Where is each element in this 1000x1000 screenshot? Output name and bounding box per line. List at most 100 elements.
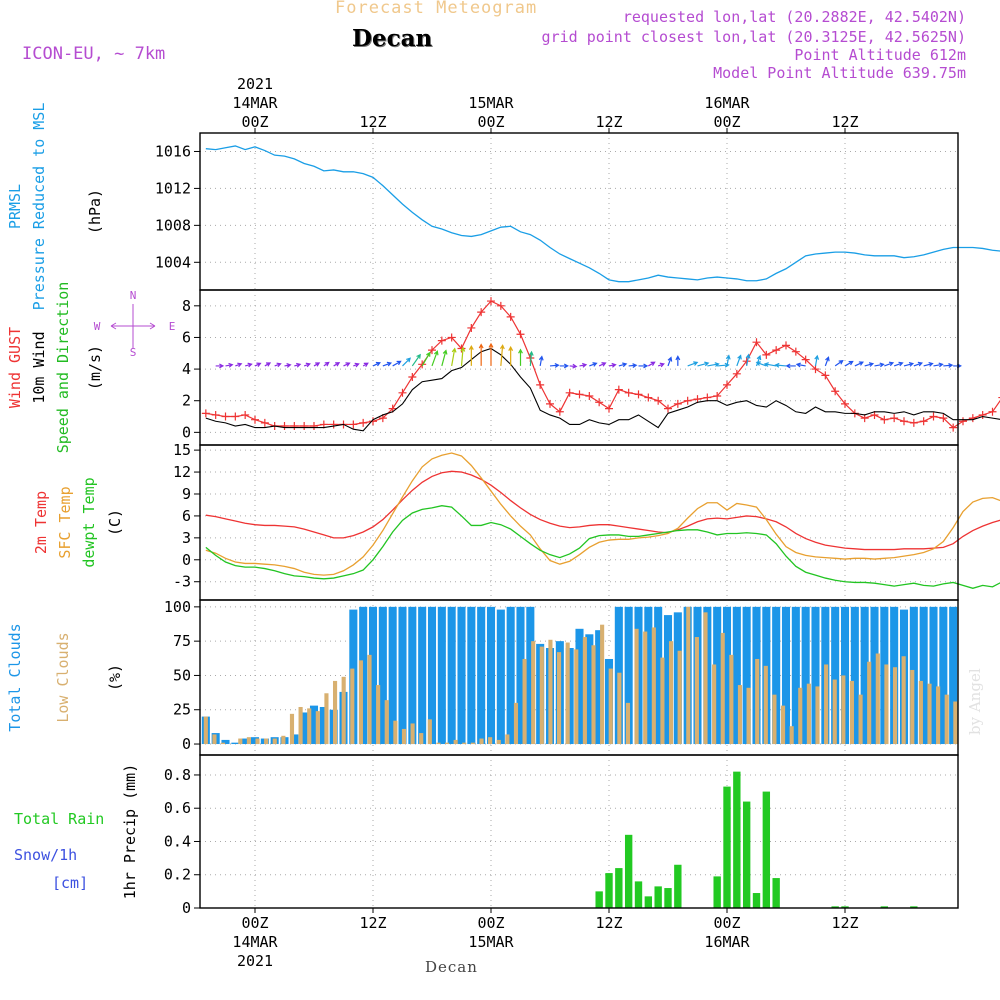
low-cloud-bar xyxy=(505,734,510,745)
y-tick-label: 1012 xyxy=(155,179,191,197)
rain-bar xyxy=(644,896,653,908)
rain-bar xyxy=(595,891,603,908)
low-cloud-bar xyxy=(307,708,312,745)
gust-marker xyxy=(428,346,436,355)
requested-location: requested lon,lat (20.2882E, 42.5402N) xyxy=(622,8,966,26)
y-axis-label: Pressure Reduced to MSL xyxy=(30,103,48,311)
low-cloud-bar xyxy=(617,672,622,745)
pressure-line xyxy=(205,145,1000,283)
y-axis-label: (hPa) xyxy=(86,189,104,234)
pressure-frame xyxy=(199,132,959,291)
total-cloud-bar xyxy=(250,737,260,745)
wind-direction-arrow xyxy=(245,362,253,368)
gust-marker xyxy=(398,388,407,397)
total-cloud-bar xyxy=(713,606,722,745)
total-cloud-bar xyxy=(319,706,328,745)
gust-marker xyxy=(349,420,358,429)
dewpt-temp-line xyxy=(205,505,1000,589)
total-cloud-bar xyxy=(781,606,791,745)
gust-marker xyxy=(477,308,486,317)
rain-bar xyxy=(654,886,662,908)
gust-marker xyxy=(723,380,731,389)
total-cloud-bar xyxy=(359,606,368,745)
y-axis-label: PRMSL xyxy=(6,184,24,229)
bottom-time-label: 14MAR xyxy=(232,933,278,951)
low-cloud-bar xyxy=(849,680,855,745)
footer-station: Decan xyxy=(425,958,478,976)
low-cloud-bar xyxy=(798,687,803,745)
y-tick-label: 100 xyxy=(164,598,191,616)
y-axis-label: Wind GUST xyxy=(6,327,24,408)
y-tick-label: 9 xyxy=(182,485,191,503)
low-cloud-bar xyxy=(289,713,295,745)
gust-marker xyxy=(919,417,928,426)
precip-panel: 0 0.2 0.4 0.6 0.8 1hr Precip (mm) Total Rain Sn… xyxy=(14,754,959,917)
gust-marker xyxy=(831,387,840,396)
low-cloud-bar xyxy=(548,639,553,745)
station-name: Decan xyxy=(352,25,433,52)
wind-direction-arrow xyxy=(745,353,751,367)
gust-marker xyxy=(251,415,259,424)
low-cloud-bar xyxy=(703,612,708,745)
wind-direction-arrow xyxy=(854,361,864,367)
wind-direction-arrow xyxy=(549,363,560,368)
y-axis-label: (m/s) xyxy=(86,345,104,390)
top-time-label: 15MAR xyxy=(468,94,514,112)
low-cloud-bar xyxy=(841,675,846,745)
y-tick-label: 3 xyxy=(182,529,191,547)
gust-marker xyxy=(614,385,623,394)
low-cloud-bar xyxy=(892,667,898,745)
low-cloud-bar xyxy=(272,738,277,745)
wind-direction-arrow xyxy=(333,362,341,367)
gust-marker xyxy=(801,355,810,364)
snow-unit-label: [cm] xyxy=(52,874,88,892)
gust-marker xyxy=(241,410,250,419)
low-cloud-bar xyxy=(867,661,872,745)
top-time-label: 16MAR xyxy=(704,94,750,112)
wind-direction-arrow xyxy=(834,359,844,367)
gust-marker xyxy=(201,409,210,418)
gust-marker xyxy=(949,423,958,432)
low-cloud-bar xyxy=(875,653,880,745)
gust-marker xyxy=(595,398,604,407)
low-cloud-bar xyxy=(298,706,303,745)
point-altitude: Point Altitude 612m xyxy=(794,46,966,64)
low-cloud-bar xyxy=(686,606,691,745)
total-cloud-bar xyxy=(624,606,633,745)
low-cloud-bar xyxy=(401,728,407,745)
total-cloud-bar xyxy=(595,630,604,745)
y-tick-label: 1016 xyxy=(155,142,191,160)
y-tick-label: 6 xyxy=(182,507,191,525)
low-cloud-bar xyxy=(763,665,768,745)
y-tick-label: 15 xyxy=(173,441,191,459)
low-cloud-bar xyxy=(220,742,226,745)
total-cloud-bar xyxy=(722,606,732,745)
wind-direction-arrow xyxy=(638,363,649,369)
low-cloud-bar xyxy=(651,627,656,745)
wind-direction-arrow xyxy=(478,343,484,366)
low-cloud-bar xyxy=(203,716,208,745)
total-cloud-bar xyxy=(860,606,869,745)
y-tick-label: -3 xyxy=(173,573,191,591)
low-cloud-bar xyxy=(358,660,363,745)
pressure-panel: 1004 1008 1012 1016 PRMSL Pressure Reduced to… xyxy=(6,103,1000,311)
y-tick-label: 0.2 xyxy=(164,866,191,884)
total-cloud-bar xyxy=(496,609,505,745)
total-cloud-bar xyxy=(241,738,250,745)
wind-direction-arrow xyxy=(538,355,544,367)
wind-direction-arrow xyxy=(763,362,777,367)
gust-marker xyxy=(585,391,594,400)
wind-direction-arrow xyxy=(903,362,915,367)
y-tick-label: 75 xyxy=(173,632,191,650)
low-cloud-bar xyxy=(953,701,958,745)
low-cloud-bar xyxy=(496,739,501,745)
low-cloud-bar xyxy=(332,680,338,745)
y-tick-label: 0.8 xyxy=(164,766,191,784)
total-cloud-bar xyxy=(418,606,427,745)
gust-marker xyxy=(260,418,269,427)
total-cloud-bar xyxy=(526,606,535,745)
wind-direction-arrow xyxy=(284,363,292,368)
y-axis-label: SFC Temp xyxy=(56,486,74,558)
low-cloud-bar xyxy=(927,683,932,745)
